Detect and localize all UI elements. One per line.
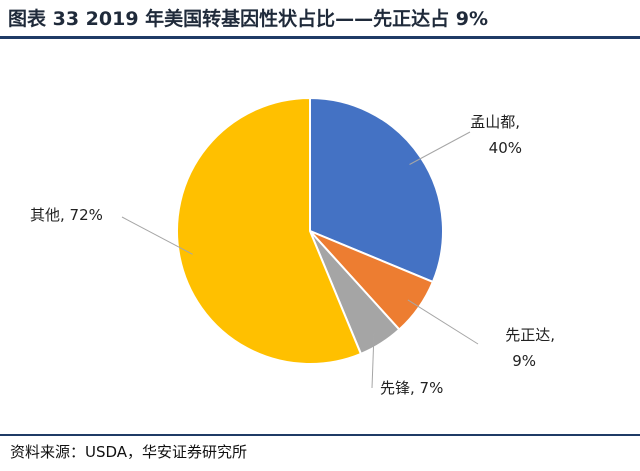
leader-line-syngenta	[407, 299, 479, 345]
label-others: 其他, 72%	[30, 206, 103, 224]
leader-line-monsanto	[409, 131, 471, 165]
figure-title: 图表 33 2019 年美国转基因性状占比——先正达占 9%	[8, 8, 489, 30]
pie-slice-others	[176, 96, 363, 365]
pie-slice-monsanto	[309, 96, 444, 284]
label-monsanto-name: 孟山都,	[470, 113, 520, 131]
leader-lines	[121, 131, 479, 389]
leader-line-others	[121, 216, 193, 255]
source-note: 资料来源：USDA，华安证券研究所	[10, 443, 248, 461]
label-syngenta-value: 9%	[512, 352, 536, 370]
source-divider	[0, 434, 640, 436]
pie-chart: 孟山都, 40% 先正达, 9% 先锋, 7% 其他, 72%	[30, 96, 555, 397]
label-pioneer: 先锋, 7%	[380, 379, 443, 397]
leader-line-pioneer	[371, 332, 375, 389]
label-monsanto-value: 40%	[489, 139, 522, 157]
pie-slices	[176, 96, 444, 365]
title-divider	[0, 36, 640, 39]
label-syngenta-name: 先正达,	[505, 326, 555, 344]
